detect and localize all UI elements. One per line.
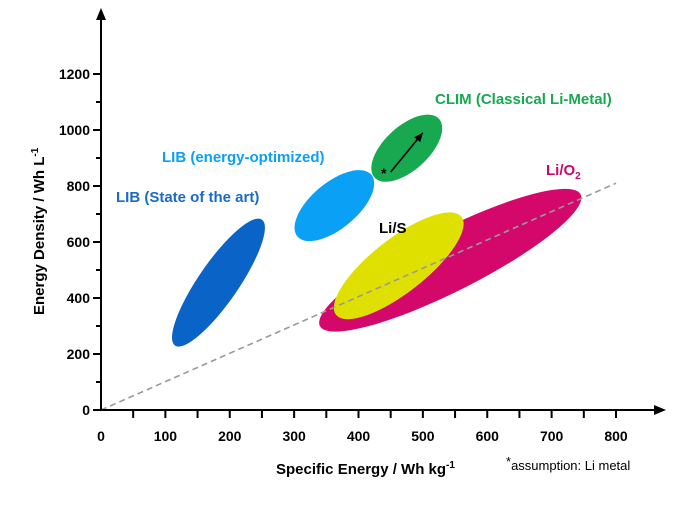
- footnote-text: assumption: Li metal: [511, 458, 630, 473]
- x-ticks: 0 100 200 300 400 500 600 700 800: [97, 410, 628, 444]
- trend-line: [100, 182, 617, 411]
- y-tick-label: 600: [67, 234, 91, 250]
- x-tick-label: 800: [604, 428, 628, 444]
- annotation-star: *: [381, 165, 387, 181]
- regions-group: [172, 114, 582, 347]
- footnote: *assumption: Li metal: [506, 454, 630, 473]
- x-tick-label: 100: [154, 428, 178, 444]
- x-axis-title-text: Specific Energy / Wh kg: [276, 461, 446, 478]
- y-axis-title-text: Energy Density / Wh L: [31, 157, 48, 315]
- y-tick-label: 800: [67, 178, 91, 194]
- label-li-s: Li/S: [379, 220, 407, 237]
- x-axis-title: Specific Energy / Wh kg-1: [276, 460, 455, 478]
- label-li-o2-text: Li/O: [546, 162, 575, 179]
- y-axis-arrow: [96, 8, 106, 20]
- label-li-s-text: Li/S: [379, 220, 407, 237]
- axes: [96, 8, 666, 415]
- region-lib-state-of-the-art: [172, 218, 265, 347]
- region-lib-energy-optimized: [294, 170, 375, 242]
- label-li-o2-sub: 2: [575, 171, 581, 182]
- x-tick-label: 0: [97, 428, 105, 444]
- label-li-o2: Li/O2: [546, 162, 581, 182]
- label-lib-energy-optimized: LIB (energy-optimized): [162, 149, 325, 166]
- y-tick-label: 1200: [59, 66, 90, 82]
- x-tick-label: 200: [218, 428, 242, 444]
- x-tick-label: 300: [282, 428, 306, 444]
- y-tick-label: 0: [82, 402, 90, 418]
- y-axis-title: Energy Density / Wh L-1: [30, 147, 48, 315]
- x-axis-arrow: [654, 405, 666, 415]
- x-tick-label: 700: [540, 428, 564, 444]
- y-tick-label: 400: [67, 290, 91, 306]
- annotation-arrowhead: [414, 132, 423, 143]
- x-tick-label: 500: [411, 428, 435, 444]
- y-tick-label: 200: [67, 346, 91, 362]
- y-tick-label: 1000: [59, 122, 90, 138]
- x-tick-label: 400: [347, 428, 371, 444]
- x-axis-title-sup: -1: [446, 460, 455, 471]
- region-clim-classical-li-metal: [371, 114, 443, 182]
- label-clim: CLIM (Classical Li-Metal): [435, 91, 612, 108]
- y-ticks: 0 200 400 600 800 1000 1200: [59, 66, 101, 418]
- footnote-star: *: [506, 454, 511, 469]
- x-tick-label: 600: [476, 428, 500, 444]
- y-axis-title-sup: -1: [30, 147, 41, 156]
- label-lib-state-of-the-art: LIB (State of the art): [116, 189, 259, 206]
